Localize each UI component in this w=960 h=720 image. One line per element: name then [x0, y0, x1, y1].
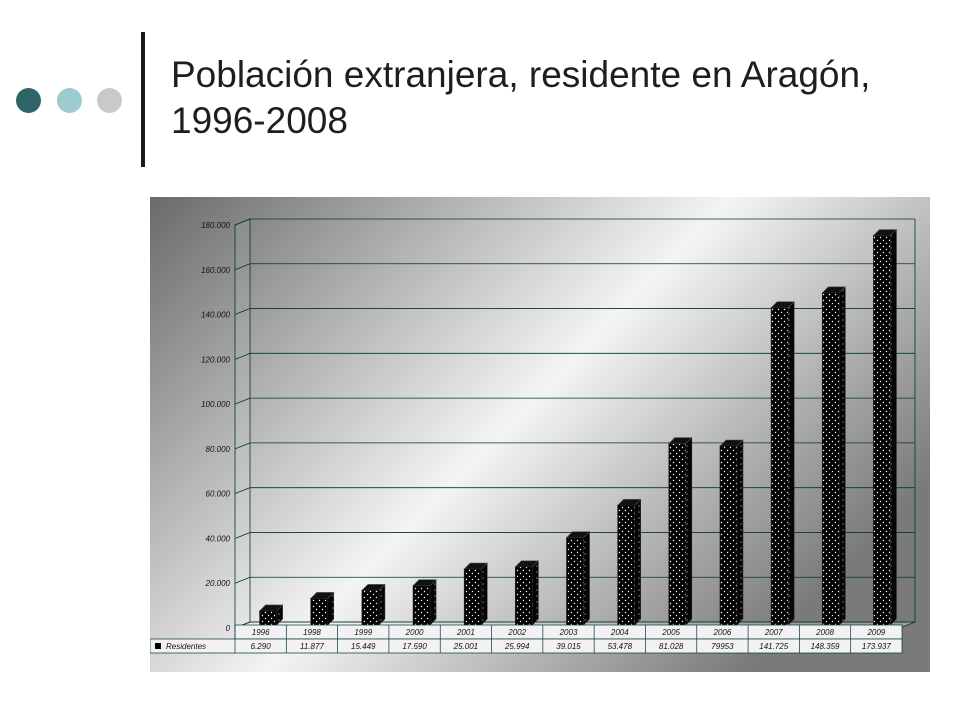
data-label: 53.478 — [608, 642, 633, 651]
bar-side — [583, 530, 590, 626]
chart-background — [150, 197, 930, 672]
chart-area: 0 20.000 40.000 60.000 80.000 100.000 120.000 1… — [150, 197, 930, 672]
bar — [259, 610, 277, 626]
bar-side — [378, 583, 386, 626]
x-tick-label: 2006 — [713, 628, 732, 637]
bar-side — [838, 286, 846, 626]
y-tick-label: 0 — [226, 624, 231, 633]
y-tick-label: 140.000 — [201, 311, 230, 320]
data-label: 11.877 — [300, 642, 324, 651]
x-tick-label: 2007 — [764, 628, 783, 637]
bar-side — [429, 578, 437, 626]
gridline-side — [234, 218, 251, 226]
y-tick-label: 160.000 — [201, 266, 230, 275]
slide-title: Población extranjera, residente en Aragó… — [171, 54, 871, 141]
y-tick-label: 80.000 — [206, 445, 231, 454]
data-label: 25.001 — [453, 642, 478, 651]
gridline-side — [234, 263, 251, 271]
bar-side — [736, 439, 744, 626]
y-tick-label: 40.000 — [206, 534, 231, 543]
bar — [515, 566, 533, 626]
x-tick-label: 2001 — [456, 628, 475, 637]
bar — [463, 568, 482, 626]
x-tick-label: 1998 — [303, 628, 321, 637]
y-tick-label: 20.000 — [205, 579, 231, 588]
bar — [668, 443, 687, 626]
bar-side — [532, 560, 539, 626]
y-tick-label: 60.000 — [206, 490, 231, 499]
x-tick-label: 1996 — [252, 628, 270, 637]
accent-dot-dark — [16, 88, 41, 113]
legend-label: Residentes — [166, 642, 206, 651]
data-label: 15.449 — [351, 642, 376, 651]
gridline-side — [234, 576, 251, 584]
x-tick-label: 2005 — [661, 628, 680, 637]
data-label: 173.937 — [862, 642, 891, 651]
x-tick-label: 2004 — [610, 628, 629, 637]
gridline-side — [234, 397, 251, 405]
y-tick-label: 180.000 — [201, 221, 230, 230]
table-value-row — [150, 638, 903, 654]
x-tick-label: 2003 — [559, 628, 578, 637]
x-tick-label: 2000 — [405, 628, 424, 637]
bar — [719, 445, 738, 626]
x-tick-label: 1999 — [354, 628, 372, 637]
legend-swatch — [155, 643, 161, 649]
title-divider — [141, 32, 145, 167]
data-label: 25.994 — [504, 642, 530, 651]
data-label: 6.290 — [251, 642, 272, 651]
bar-side — [890, 228, 897, 626]
side-wall — [234, 218, 251, 629]
data-label: 81.028 — [659, 642, 684, 651]
gridline-side — [234, 308, 251, 315]
gridline-side — [234, 352, 251, 360]
bar — [821, 292, 840, 626]
bar — [566, 537, 584, 626]
accent-dot-light — [57, 88, 82, 113]
y-tick-label: 120.000 — [201, 355, 230, 364]
bar — [873, 235, 891, 626]
accent-dot-grey — [97, 88, 122, 113]
data-label: 79953 — [711, 642, 734, 651]
data-label: 148.359 — [811, 642, 840, 651]
bar-side — [685, 436, 693, 626]
gridline-side — [234, 442, 251, 450]
x-tick-label: 2008 — [815, 628, 834, 637]
x-tick-label: 2009 — [866, 628, 885, 637]
bar — [310, 598, 329, 626]
bar — [617, 504, 635, 626]
x-tick-label: 2002 — [507, 628, 526, 637]
gridline-side — [234, 532, 251, 539]
bar-chart: 0 20.000 40.000 60.000 80.000 100.000 120.000 1… — [150, 197, 930, 672]
gridline-side — [234, 487, 251, 495]
data-label: 17.590 — [402, 642, 427, 651]
bar-side — [787, 300, 795, 626]
bar — [361, 590, 380, 626]
data-label: 141.725 — [759, 642, 788, 651]
bar — [412, 585, 431, 626]
bar — [770, 307, 789, 626]
y-tick-label: 100.000 — [201, 400, 230, 409]
bar-side — [634, 498, 641, 626]
data-label: 39.015 — [556, 642, 581, 651]
bar-side — [480, 562, 488, 626]
